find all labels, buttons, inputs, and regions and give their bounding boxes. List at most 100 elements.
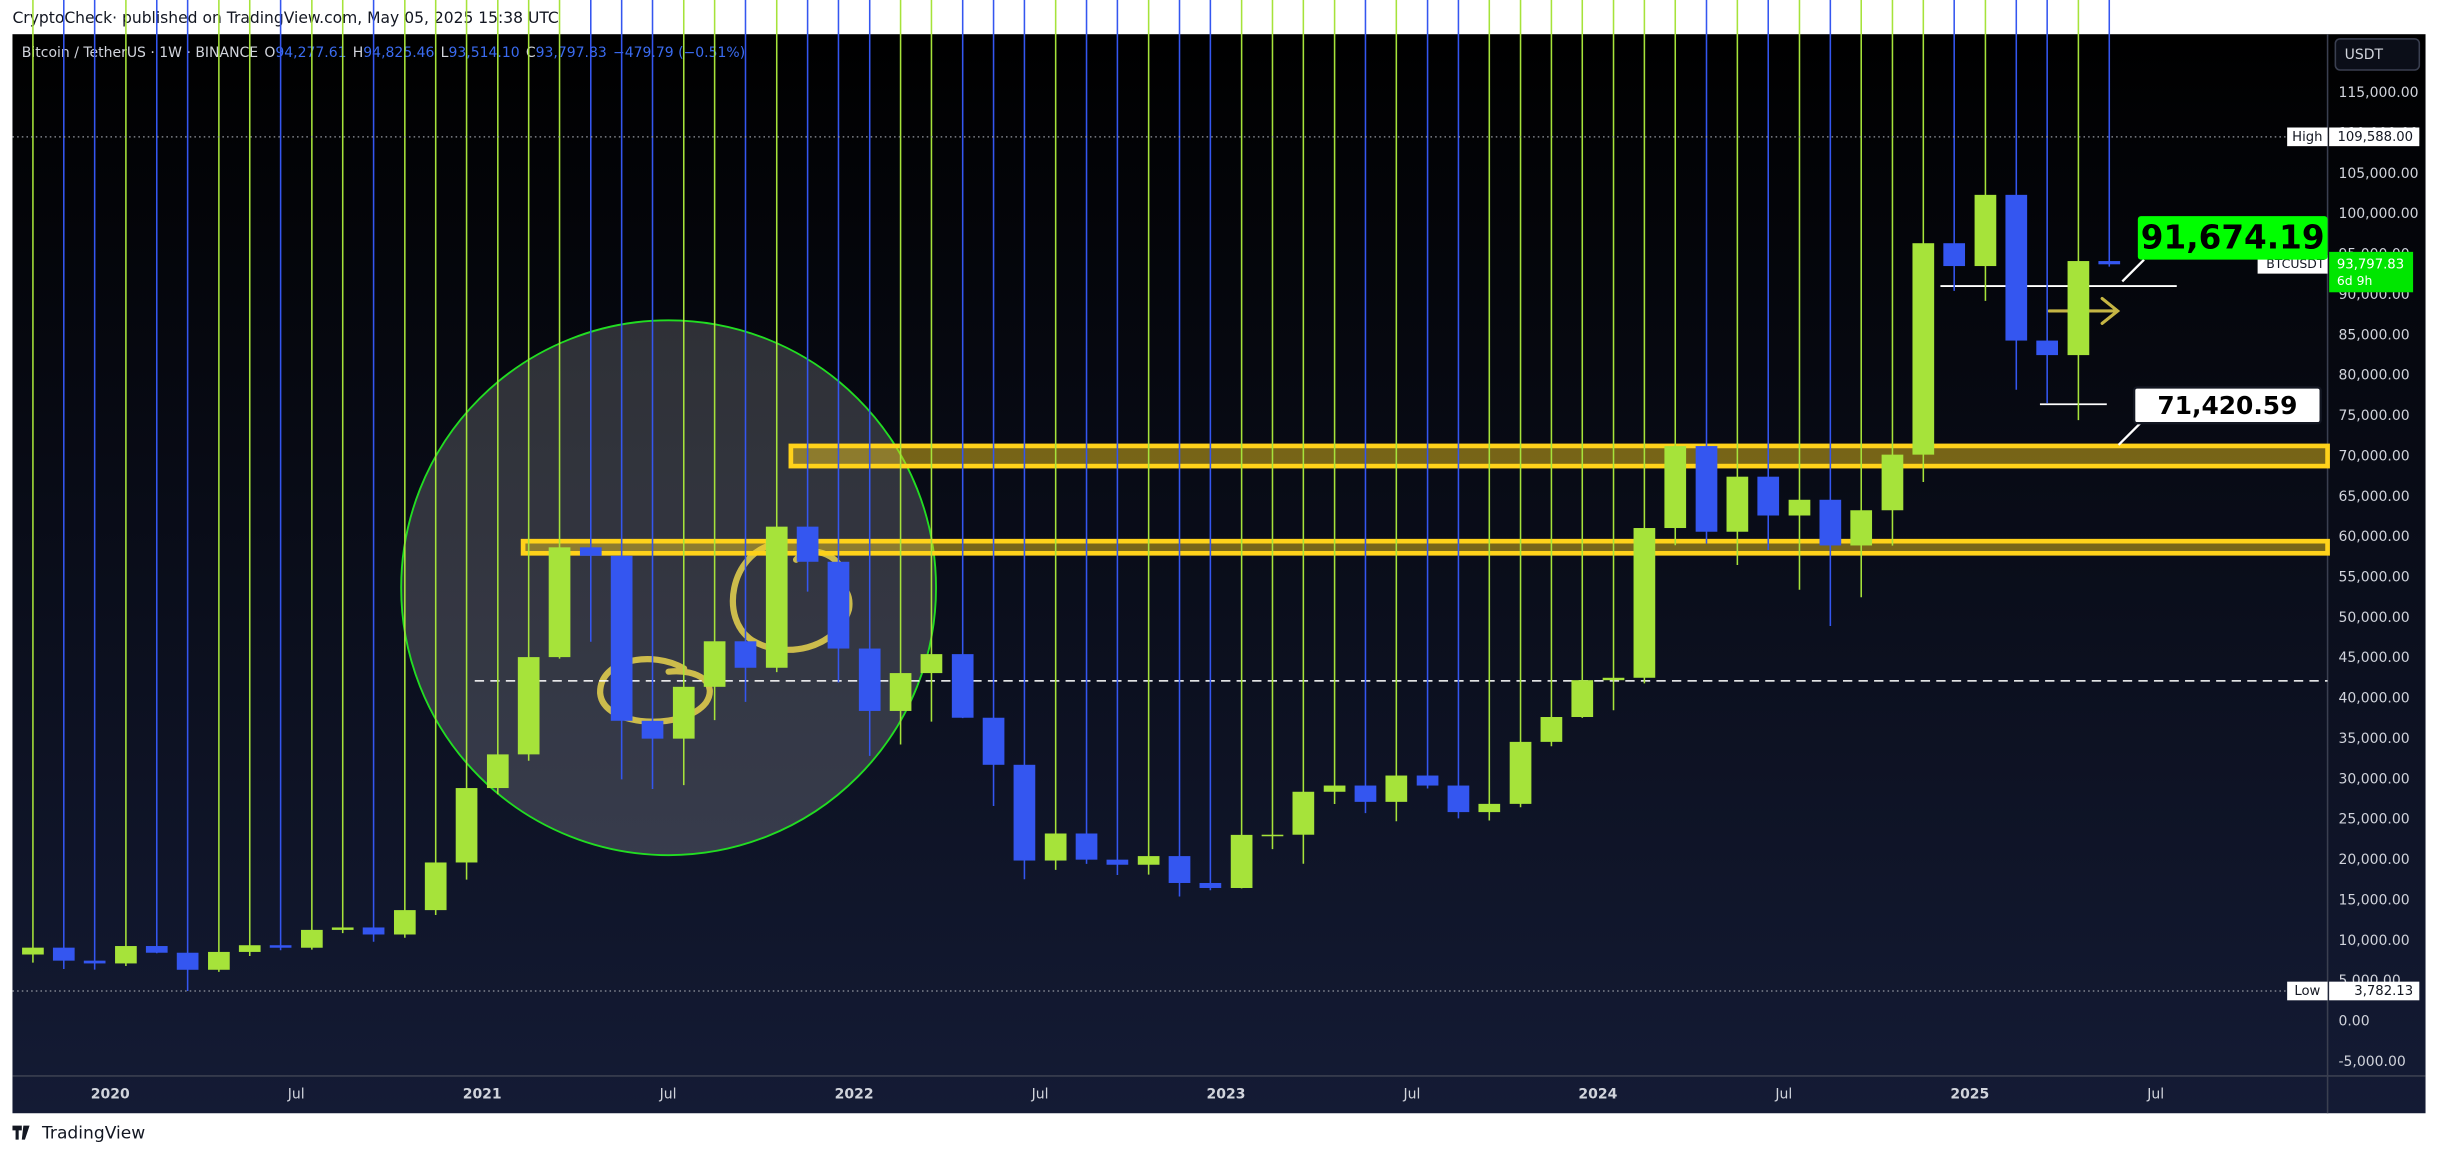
candle-body bbox=[2005, 194, 2028, 341]
y-tick-label: -5,000.00 bbox=[2338, 1054, 2405, 1070]
candle-body bbox=[858, 648, 881, 711]
candle-body bbox=[1261, 834, 1284, 837]
ohlc-key: L bbox=[441, 45, 449, 61]
highlight-circle bbox=[400, 319, 937, 857]
candle-body bbox=[827, 561, 850, 649]
candle-body bbox=[982, 717, 1005, 765]
y-tick-label: 15,000.00 bbox=[2338, 892, 2409, 908]
candle-body bbox=[1943, 243, 1966, 267]
candle-body bbox=[1292, 791, 1315, 835]
y-tick-label: 0.00 bbox=[2338, 1014, 2369, 1030]
candle-body bbox=[145, 946, 168, 953]
candle-body bbox=[889, 673, 912, 711]
x-tick-label: 2022 bbox=[835, 1087, 874, 1103]
extreme-label: High bbox=[2292, 130, 2322, 145]
candle-body bbox=[1757, 476, 1780, 516]
extreme-tag bbox=[2287, 127, 2328, 147]
candle-body bbox=[115, 946, 137, 964]
candle-body bbox=[2036, 340, 2059, 356]
candle-body bbox=[2067, 261, 2090, 356]
tv-logo bbox=[12, 1125, 30, 1140]
y-tick-label: 115,000.00 bbox=[2338, 85, 2418, 101]
extreme-value-tag bbox=[2329, 981, 2420, 1001]
candle-body bbox=[1664, 446, 1687, 529]
candle-body bbox=[52, 947, 75, 961]
candle-body bbox=[672, 686, 695, 739]
y-tick-label: 50,000.00 bbox=[2338, 610, 2409, 626]
candle-body bbox=[1509, 741, 1532, 804]
symbol-legend: Bitcoin / TetherUS · 1W · BINANCE O94,277… bbox=[22, 45, 745, 61]
candle-body bbox=[1695, 446, 1718, 532]
y-tick-label: 105,000.00 bbox=[2338, 166, 2418, 182]
candle-body bbox=[238, 945, 261, 952]
y-tick-label: 70,000.00 bbox=[2338, 448, 2409, 464]
y-tick-label: 55,000.00 bbox=[2338, 570, 2409, 586]
x-tick-label: Jul bbox=[1031, 1087, 1049, 1103]
candle-body bbox=[1974, 194, 1997, 267]
x-tick-label: 2025 bbox=[1950, 1087, 1989, 1103]
candle-body bbox=[548, 547, 571, 658]
candle-body bbox=[1726, 476, 1749, 532]
candle-body bbox=[455, 788, 478, 863]
candle-body bbox=[301, 929, 323, 948]
countdown: 6d 9h bbox=[2337, 273, 2373, 288]
callout-text: 71,420.59 bbox=[2157, 391, 2297, 420]
extreme-value-tag bbox=[2329, 127, 2420, 147]
candle-body bbox=[2098, 261, 2121, 265]
candle-body bbox=[610, 555, 633, 721]
published-note: CryptoCheck· published on TradingView.co… bbox=[12, 9, 558, 27]
x-tick-label: Jul bbox=[1774, 1087, 1792, 1103]
candle-body bbox=[362, 927, 385, 935]
ohlc-value: 93,514.10 bbox=[448, 45, 519, 61]
support-zone bbox=[788, 443, 2330, 469]
x-tick-label: Jul bbox=[2146, 1087, 2164, 1103]
brand: TradingView bbox=[41, 1123, 145, 1143]
candle-body bbox=[1106, 859, 1129, 865]
support-zone bbox=[520, 538, 2330, 556]
candle-body bbox=[1075, 833, 1098, 860]
candle-body bbox=[1602, 677, 1625, 681]
candle-body bbox=[641, 720, 664, 739]
chart-bg bbox=[12, 34, 2426, 1114]
candle-body bbox=[1354, 785, 1377, 802]
ohlc-value: 93,797.83 bbox=[536, 45, 607, 61]
candle-body bbox=[1447, 785, 1470, 813]
callout-box bbox=[2137, 216, 2328, 260]
candle-body bbox=[796, 526, 819, 562]
currency: USDT bbox=[2345, 47, 2384, 63]
extreme-label: Low bbox=[2294, 984, 2320, 999]
x-tick-label: 2023 bbox=[1207, 1087, 1246, 1103]
y-tick-label: 100,000.00 bbox=[2338, 206, 2418, 222]
currency-box bbox=[2334, 38, 2421, 71]
candle-body bbox=[1788, 499, 1811, 516]
candle-body bbox=[1230, 834, 1253, 888]
candle-body bbox=[765, 526, 788, 668]
symbol: Bitcoin / TetherUS · 1W · BINANCE bbox=[22, 45, 258, 61]
extreme-tag bbox=[2287, 981, 2328, 1001]
candle-body bbox=[703, 641, 726, 687]
candle-body bbox=[1478, 803, 1501, 813]
extreme-value: 3,782.13 bbox=[2354, 984, 2413, 999]
candle-body bbox=[1881, 454, 1904, 511]
ohlc-key: O bbox=[264, 45, 275, 61]
y-tick-label: 65,000.00 bbox=[2338, 489, 2409, 505]
candle-body bbox=[1819, 499, 1842, 546]
candle-body bbox=[1850, 510, 1873, 546]
candle-body bbox=[1571, 680, 1594, 718]
ohlc-value: 94,825.46 bbox=[363, 45, 434, 61]
candle-body bbox=[1168, 856, 1191, 883]
x-tick-label: 2021 bbox=[463, 1087, 502, 1103]
last-price-tag bbox=[2329, 251, 2414, 293]
candle-body bbox=[424, 862, 447, 911]
y-tick-label: 20,000.00 bbox=[2338, 852, 2409, 868]
candle-body bbox=[269, 945, 292, 948]
candle-body bbox=[208, 951, 230, 970]
candle-body bbox=[1137, 856, 1160, 865]
candle-body bbox=[1416, 775, 1439, 786]
x-tick-label: 2020 bbox=[91, 1087, 130, 1103]
callout-box bbox=[2132, 386, 2322, 425]
candle-body bbox=[951, 654, 974, 718]
ohlc-key: C bbox=[526, 45, 536, 61]
